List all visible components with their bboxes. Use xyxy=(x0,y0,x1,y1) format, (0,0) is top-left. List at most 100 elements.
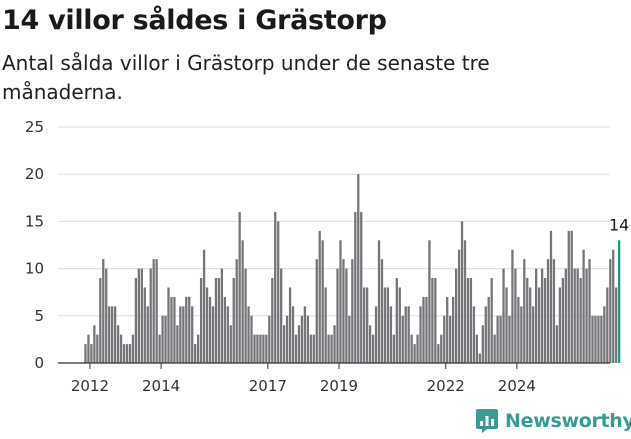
bar xyxy=(603,306,606,363)
bar xyxy=(573,268,576,363)
bar xyxy=(259,334,262,363)
bar xyxy=(543,278,547,363)
bar xyxy=(262,334,265,363)
bar xyxy=(434,278,437,363)
y-tick-label: 10 xyxy=(25,260,44,278)
bar xyxy=(220,268,224,363)
bar xyxy=(164,315,167,363)
bar xyxy=(526,278,529,363)
bar xyxy=(265,334,268,363)
bar xyxy=(449,315,452,363)
bar xyxy=(487,296,490,363)
bar xyxy=(377,240,381,363)
bar xyxy=(244,268,247,363)
bar xyxy=(463,240,467,363)
bar xyxy=(345,268,348,363)
bar xyxy=(505,287,508,363)
bar xyxy=(457,249,461,363)
bar xyxy=(588,259,591,363)
bar xyxy=(561,278,564,363)
bar xyxy=(410,334,413,363)
bar xyxy=(413,344,416,363)
bar xyxy=(597,315,600,363)
bar xyxy=(247,306,250,363)
bar xyxy=(256,334,259,363)
bar-highlight xyxy=(618,240,621,363)
bar xyxy=(540,268,544,363)
bar xyxy=(612,249,615,363)
bar xyxy=(125,344,129,363)
bar xyxy=(202,249,206,363)
bar xyxy=(84,344,87,363)
bar xyxy=(143,287,146,363)
bar xyxy=(517,296,520,363)
bar xyxy=(579,278,582,363)
x-tick-label: 2024 xyxy=(498,377,536,395)
bar xyxy=(232,278,235,363)
bar xyxy=(416,334,419,363)
bar xyxy=(188,296,191,363)
bar xyxy=(333,325,336,363)
bar xyxy=(366,287,369,363)
bar xyxy=(523,259,526,363)
bar xyxy=(102,259,105,363)
bar xyxy=(99,278,102,363)
bar xyxy=(600,315,603,363)
bars xyxy=(84,174,621,363)
bar xyxy=(122,344,126,363)
bar xyxy=(425,296,428,363)
bar xyxy=(537,287,541,363)
bar xyxy=(336,268,339,363)
bar xyxy=(108,306,111,363)
bar xyxy=(514,268,517,363)
bar xyxy=(454,268,458,363)
y-axis-ticks: 0 5 10 15 20 25 xyxy=(25,118,44,372)
bar xyxy=(570,230,573,363)
bar xyxy=(351,259,354,363)
bar xyxy=(401,315,404,363)
bar xyxy=(532,306,535,363)
y-tick-label: 5 xyxy=(34,307,44,325)
bar xyxy=(253,334,256,363)
bar xyxy=(368,325,372,363)
bar xyxy=(309,334,312,363)
bar xyxy=(173,296,176,363)
bar xyxy=(185,296,188,363)
bar xyxy=(140,268,143,363)
bar xyxy=(529,287,532,363)
bar xyxy=(437,344,440,363)
bar xyxy=(149,268,152,363)
bar xyxy=(217,278,221,363)
bar xyxy=(158,334,161,363)
bar xyxy=(300,315,304,363)
bar xyxy=(549,230,553,363)
bar xyxy=(241,240,244,363)
bar xyxy=(223,296,226,363)
bar xyxy=(481,325,484,363)
bar xyxy=(214,278,218,363)
bar xyxy=(170,296,173,363)
bar xyxy=(386,287,390,363)
bar xyxy=(327,334,330,363)
bar xyxy=(250,315,253,363)
bar xyxy=(176,325,179,363)
bar xyxy=(520,306,523,363)
bar xyxy=(229,325,232,363)
bar xyxy=(502,268,505,363)
bar xyxy=(268,315,271,363)
newsworthy-logo: Newsworthy xyxy=(475,408,631,434)
bar xyxy=(96,334,99,363)
bar xyxy=(238,211,241,363)
bar xyxy=(277,221,280,363)
bar xyxy=(555,325,559,363)
bar xyxy=(152,259,155,363)
bar xyxy=(431,278,434,363)
bar xyxy=(576,268,579,363)
bar xyxy=(567,230,570,363)
bar xyxy=(443,315,446,363)
bar xyxy=(226,306,229,363)
x-tick-label: 2019 xyxy=(320,377,358,395)
bar xyxy=(161,315,164,363)
bar xyxy=(330,334,333,363)
bar xyxy=(90,344,93,363)
